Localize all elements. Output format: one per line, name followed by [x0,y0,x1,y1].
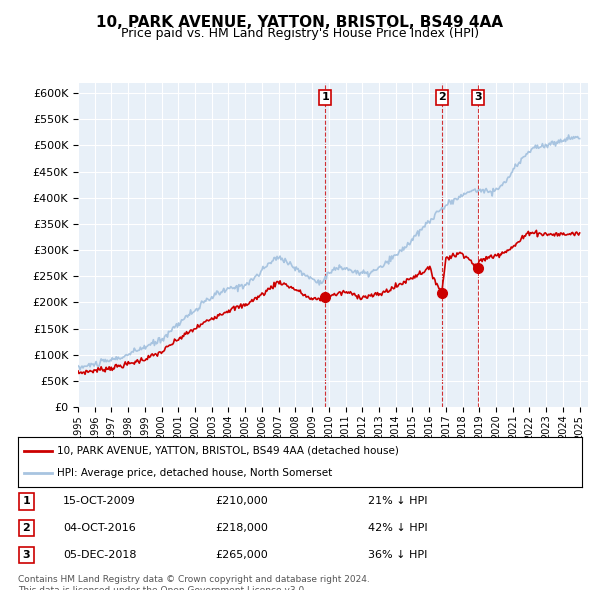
Text: £218,000: £218,000 [215,523,268,533]
Text: 2: 2 [438,93,446,102]
Text: 42% ↓ HPI: 42% ↓ HPI [368,523,427,533]
Text: 36% ↓ HPI: 36% ↓ HPI [368,550,427,560]
Text: 05-DEC-2018: 05-DEC-2018 [63,550,137,560]
Text: 3: 3 [23,550,30,560]
Text: 15-OCT-2009: 15-OCT-2009 [63,496,136,506]
Text: 1: 1 [23,496,31,506]
Text: 2: 2 [23,523,31,533]
Text: 04-OCT-2016: 04-OCT-2016 [63,523,136,533]
Text: 10, PARK AVENUE, YATTON, BRISTOL, BS49 4AA: 10, PARK AVENUE, YATTON, BRISTOL, BS49 4… [97,15,503,30]
Text: £210,000: £210,000 [215,496,268,506]
Text: 21% ↓ HPI: 21% ↓ HPI [368,496,427,506]
Text: 1: 1 [322,93,329,102]
Text: Price paid vs. HM Land Registry's House Price Index (HPI): Price paid vs. HM Land Registry's House … [121,27,479,40]
Text: Contains HM Land Registry data © Crown copyright and database right 2024.
This d: Contains HM Land Registry data © Crown c… [18,575,370,590]
Text: 10, PARK AVENUE, YATTON, BRISTOL, BS49 4AA (detached house): 10, PARK AVENUE, YATTON, BRISTOL, BS49 4… [58,445,400,455]
Text: £265,000: £265,000 [215,550,268,560]
Text: 3: 3 [474,93,482,102]
Text: HPI: Average price, detached house, North Somerset: HPI: Average price, detached house, Nort… [58,468,333,478]
